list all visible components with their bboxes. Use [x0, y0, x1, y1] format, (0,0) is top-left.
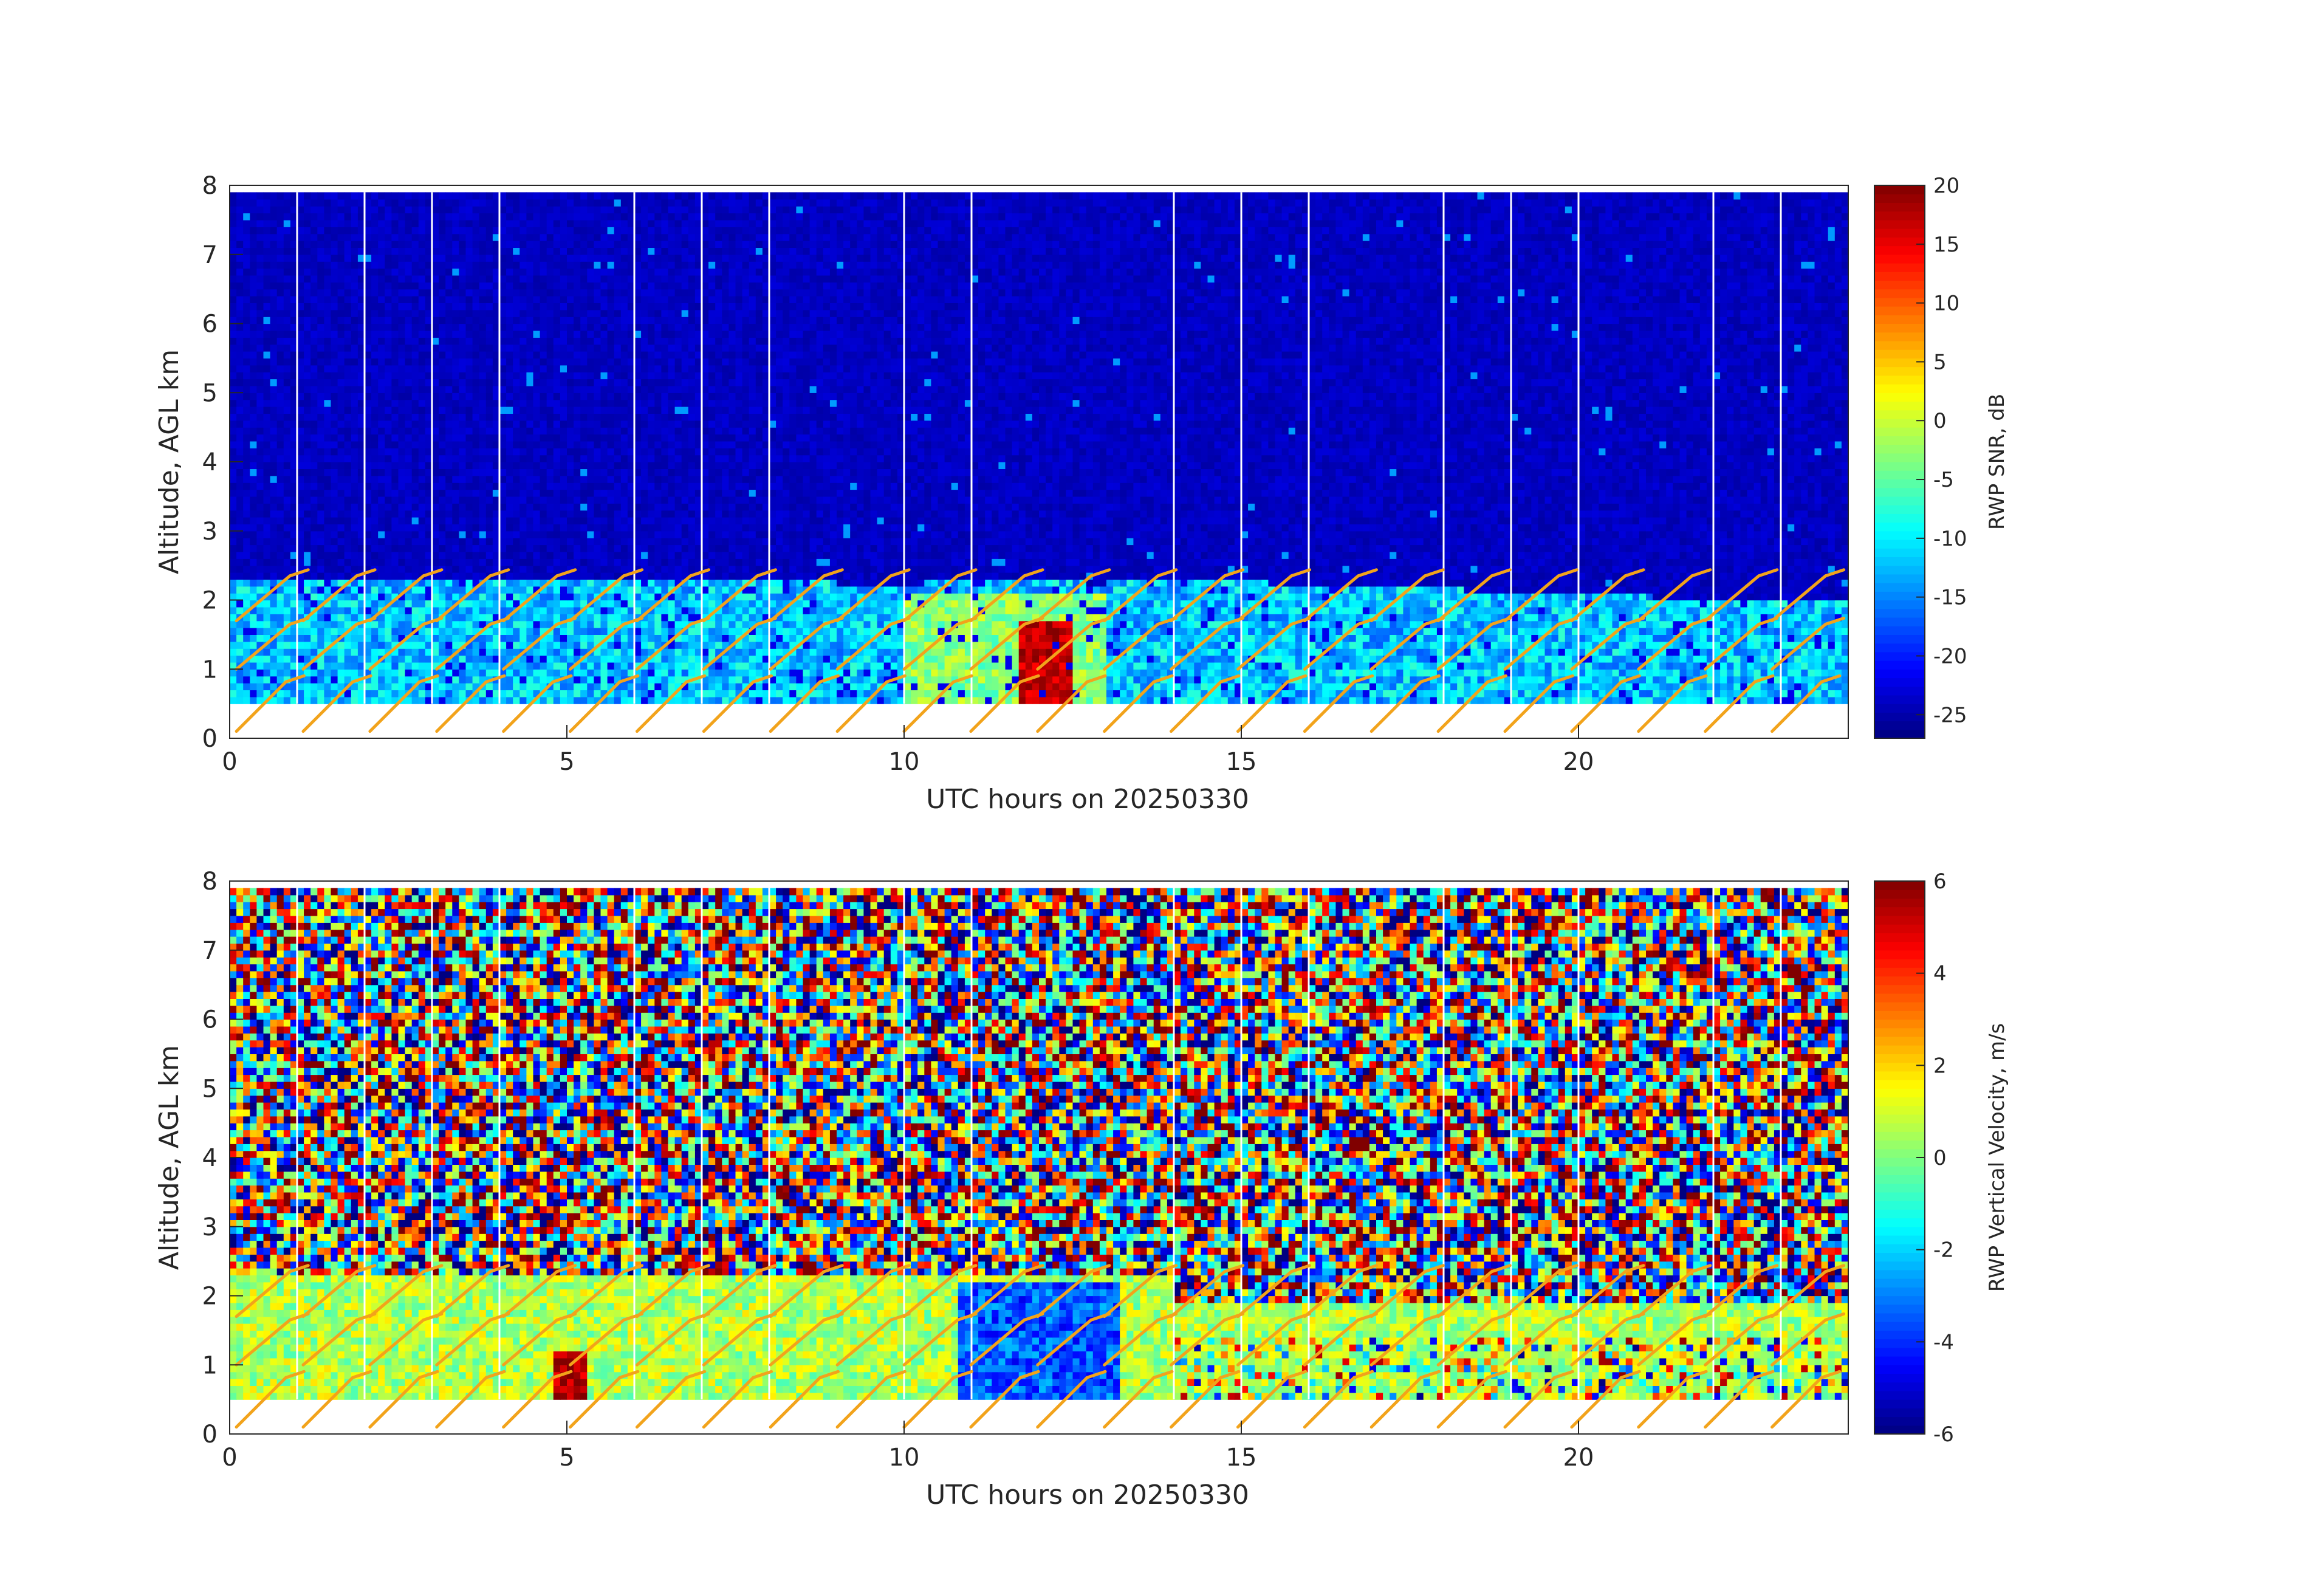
colorbar-tick-label: 0	[1933, 409, 1947, 433]
y-tick-label: 0	[202, 1421, 218, 1449]
y-axis-label: Altitude, AGL km	[154, 1045, 185, 1270]
y-tick-label: 7	[202, 937, 218, 965]
x-tick-label: 15	[1226, 748, 1257, 776]
y-tick-label: 8	[202, 868, 218, 896]
x-tick-label: 0	[222, 1444, 237, 1472]
colorbar-tick-label: -20	[1933, 644, 1967, 668]
colorbar-tick-label: 5	[1933, 350, 1947, 374]
colorbar-tick-label: 4	[1933, 962, 1947, 986]
y-tick-label: 4	[202, 1144, 218, 1172]
colorbar-tick-label: -4	[1933, 1330, 1954, 1354]
y-tick-label: 1	[202, 656, 218, 684]
y-tick-label: 3	[202, 1213, 218, 1241]
x-tick-label: 0	[222, 748, 237, 776]
y-tick-label: 5	[202, 1075, 218, 1103]
colorbar-tick-label: 20	[1933, 174, 1959, 198]
heatmap-cells	[230, 888, 1849, 1399]
x-tick-label: 5	[559, 1444, 574, 1472]
y-tick-label: 6	[202, 310, 218, 338]
y-tick-label: 2	[202, 587, 218, 615]
colorbar-tick-label: 2	[1933, 1054, 1947, 1078]
y-tick-label: 6	[202, 1006, 218, 1034]
y-axis-label: Altitude, AGL km	[154, 349, 185, 574]
y-tick-label: 0	[202, 725, 218, 753]
colorbar-tick-label: -15	[1933, 586, 1967, 610]
panel-1: 0 5 10 15 20 0 1 2 3 4 5 6 7 8 UTC hours on 20250330 Al…	[154, 172, 2009, 815]
x-tick-label: 5	[559, 748, 574, 776]
x-axis-label: UTC hours on 20250330	[926, 784, 1249, 815]
colorbar-tick-label: -6	[1933, 1422, 1954, 1447]
y-tick-label: 4	[202, 448, 218, 476]
y-tick-label: 7	[202, 241, 218, 269]
y-tick-label: 1	[202, 1351, 218, 1379]
x-tick-label: 10	[889, 748, 920, 776]
colorbar: -25 -20 -15 -10 -5 0 5 10 15 20 RWP SNR, dB	[1874, 174, 2009, 739]
x-tick-label: 20	[1563, 748, 1594, 776]
heatmap-cells	[230, 192, 1849, 704]
y-tick-label: 2	[202, 1283, 218, 1311]
colorbar-tick-label: 15	[1933, 233, 1959, 257]
colorbar-tick-label: 6	[1933, 870, 1947, 894]
colorbar-label: RWP Vertical Velocity, m/s	[1985, 1023, 2009, 1292]
colorbar-tick-label: -10	[1933, 527, 1967, 551]
colorbar-tick-label: 0	[1933, 1146, 1947, 1170]
y-tick-label: 8	[202, 172, 218, 200]
colorbar-tick-label: 10	[1933, 292, 1959, 316]
y-tick-label: 3	[202, 518, 218, 546]
x-tick-label: 10	[889, 1444, 920, 1472]
x-tick-label: 20	[1563, 1444, 1594, 1472]
x-axis-label: UTC hours on 20250330	[926, 1480, 1249, 1511]
colorbar-tick-label: -2	[1933, 1238, 1954, 1263]
colorbar: -6 -4 -2 0 2 4 6 RWP Vertical Velocity, m/s	[1874, 870, 2009, 1447]
colorbar-tick-label: -25	[1933, 703, 1967, 727]
colorbar-tick-label: -5	[1933, 468, 1954, 492]
y-tick-label: 5	[202, 379, 218, 407]
colorbar-label: RWP SNR, dB	[1985, 394, 2009, 530]
x-tick-label: 15	[1226, 1444, 1257, 1472]
